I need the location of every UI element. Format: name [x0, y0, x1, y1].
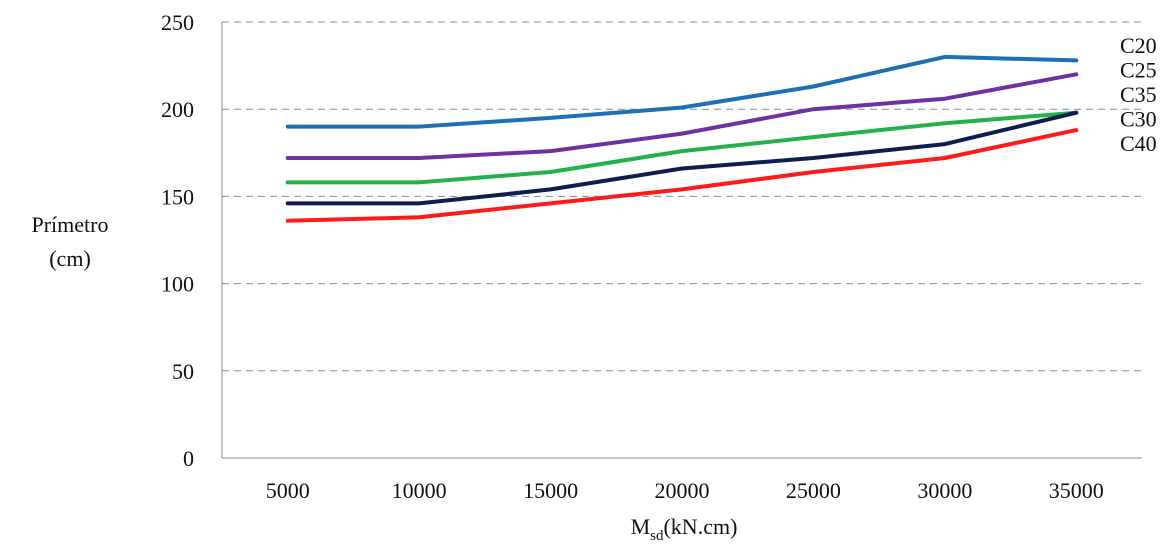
y-tick-labels: 0 50 100 150 200 250	[161, 10, 194, 471]
axes	[221, 22, 1142, 459]
y-tick-label: 50	[172, 359, 194, 384]
series-lines	[285, 54, 1079, 223]
x-tick-labels: 5000 10000 15000 20000 25000 30000 35000	[266, 478, 1104, 503]
series-label-c25: C25	[1120, 58, 1157, 83]
series-line-c30	[285, 110, 1079, 206]
x-axis-title-subscript: sd	[650, 528, 664, 544]
series-line-c40	[285, 128, 1079, 223]
x-tick-label: 5000	[266, 478, 310, 503]
x-axis-title-main: M	[631, 514, 651, 539]
x-tick-label: 10000	[392, 478, 447, 503]
y-tick-label: 200	[161, 97, 194, 122]
y-tick-label: 150	[161, 184, 194, 209]
series-label-c35: C35	[1120, 82, 1157, 107]
series-line-c20	[285, 54, 1079, 129]
series-label-c30: C30	[1120, 107, 1157, 132]
x-axis-title: Msd(kN.cm)	[631, 514, 738, 544]
x-tick-label: 15000	[523, 478, 578, 503]
y-axis-title-line2: (cm)	[49, 246, 91, 271]
series-label-c40: C40	[1120, 131, 1157, 156]
x-tick-label: 20000	[655, 478, 710, 503]
y-tick-label: 100	[161, 272, 194, 297]
x-tick-label: 35000	[1049, 478, 1104, 503]
x-tick-label: 25000	[786, 478, 841, 503]
x-tick-label: 30000	[917, 478, 972, 503]
y-tick-label: 250	[161, 10, 194, 35]
x-axis-title-unit: (kN.cm)	[663, 514, 737, 539]
series-label-c20: C20	[1120, 33, 1157, 58]
y-tick-label: 0	[183, 446, 194, 471]
grid-lines	[222, 21, 1142, 372]
series-line-c25	[285, 72, 1079, 160]
y-axis-title-line1: Prímetro	[32, 212, 109, 237]
series-line-c35	[285, 110, 1079, 185]
